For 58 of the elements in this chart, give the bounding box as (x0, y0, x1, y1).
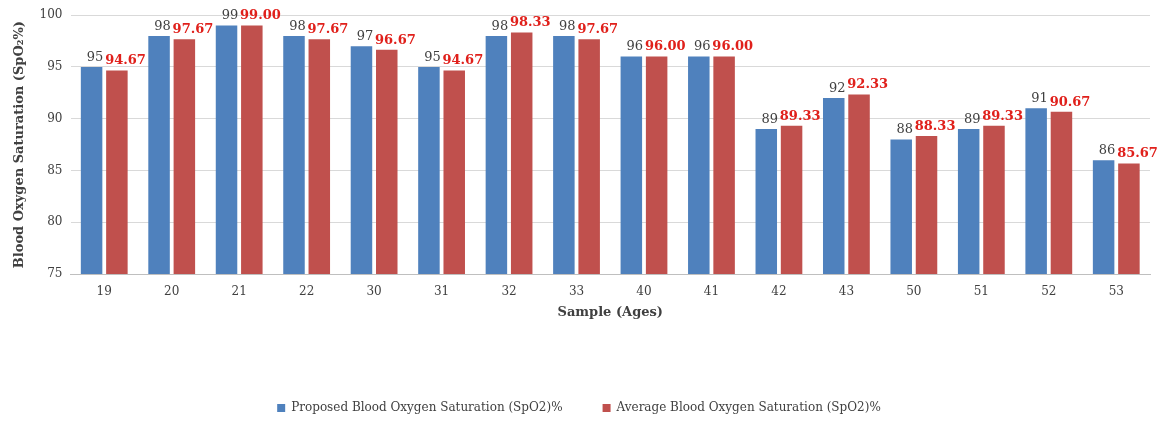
x-tick-label: 32 (501, 284, 517, 299)
x-tick-label: 53 (1108, 284, 1124, 299)
y-tick-label: 95 (47, 59, 63, 74)
data-label: 96.00 (644, 38, 686, 54)
data-label: 95 (424, 48, 441, 64)
y-axis-title: Blood Oxygen Saturation (SpO₂%) (11, 21, 27, 269)
data-label: 96.67 (375, 31, 416, 47)
data-label: 98 (289, 17, 306, 33)
data-label: 94.67 (442, 52, 484, 68)
data-label: 98 (154, 17, 171, 33)
data-label: 97.67 (307, 21, 349, 37)
data-label: 94.67 (105, 52, 146, 68)
data-label: 89 (963, 110, 981, 126)
y-tick-label: 90 (47, 110, 63, 125)
x-tick-label: 52 (1041, 284, 1057, 299)
data-label: 90.67 (1049, 93, 1091, 109)
data-label: 97 (356, 28, 374, 44)
data-label: 89 (761, 110, 779, 126)
data-label: 98 (559, 17, 576, 33)
data-label: 98.33 (509, 14, 551, 30)
data-label: 92 (828, 79, 846, 95)
data-label: 88.33 (914, 117, 956, 133)
x-tick-label: 33 (568, 284, 585, 299)
data-label: 85.67 (1117, 145, 1158, 161)
data-label: 89.33 (982, 107, 1023, 123)
x-tick-label: 30 (366, 284, 382, 299)
data-label: 88 (896, 121, 913, 137)
x-tick-label: 51 (973, 284, 989, 299)
data-label: 97.67 (172, 21, 214, 37)
data-label: 92.33 (847, 76, 889, 92)
y-tick-label: 85 (47, 162, 63, 177)
data-label: 99 (221, 7, 239, 23)
data-label: 96.00 (712, 38, 754, 54)
y-tick-label: 80 (47, 214, 63, 229)
x-tick-label: 42 (771, 284, 787, 299)
data-label: 96 (626, 38, 644, 54)
x-tick-label: 50 (906, 284, 922, 299)
x-tick-label: 19 (96, 284, 112, 299)
data-label: 99.00 (240, 7, 281, 23)
legend-label: Average Blood Oxygen Saturation (SpO2)% (615, 400, 881, 415)
x-tick-label: 21 (231, 284, 247, 299)
data-label: 86 (1098, 142, 1116, 157)
y-tick-label: 75 (47, 266, 63, 281)
legend-label: Proposed Blood Oxygen Saturation (SpO2)% (291, 400, 563, 415)
data-label: 98 (491, 17, 509, 33)
x-tick-label: 20 (164, 284, 180, 299)
data-label: 97.67 (577, 21, 619, 37)
x-axis-title: Sample (Ages) (557, 303, 663, 319)
data-label: 89.33 (779, 107, 821, 123)
data-label: 91 (1031, 90, 1048, 106)
x-tick-label: 43 (838, 284, 855, 299)
x-tick-label: 40 (636, 284, 652, 299)
x-tick-label: 22 (299, 284, 315, 299)
x-tick-label: 41 (703, 284, 720, 299)
data-label: 95 (86, 48, 104, 64)
y-tick-label: 100 (39, 7, 63, 22)
x-tick-label: 31 (433, 284, 450, 299)
data-label: 96 (694, 38, 711, 54)
